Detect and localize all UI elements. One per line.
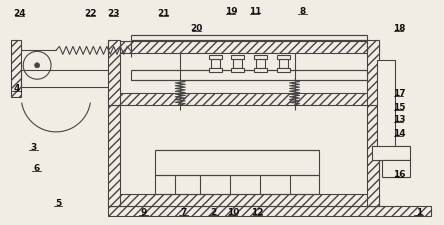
Bar: [108, 207, 431, 216]
Text: 1: 1: [416, 207, 422, 216]
Bar: [108, 94, 379, 106]
Text: 21: 21: [157, 9, 170, 18]
Text: 18: 18: [392, 24, 405, 33]
Bar: [254, 56, 267, 60]
Bar: [131, 71, 367, 81]
Bar: [11, 41, 21, 98]
Text: 13: 13: [392, 115, 405, 124]
Text: 10: 10: [227, 207, 239, 216]
Text: 6: 6: [33, 163, 39, 172]
Bar: [108, 195, 379, 207]
Text: 20: 20: [190, 24, 202, 33]
Text: 8: 8: [299, 7, 305, 16]
Bar: [277, 69, 289, 73]
Text: 22: 22: [84, 9, 97, 18]
Text: 16: 16: [392, 169, 405, 178]
Text: 7: 7: [180, 207, 186, 216]
Text: 9: 9: [140, 207, 147, 216]
Bar: [279, 60, 288, 69]
Bar: [254, 69, 267, 73]
Text: 23: 23: [107, 9, 120, 18]
Text: 3: 3: [30, 143, 36, 152]
Bar: [367, 41, 379, 106]
Bar: [108, 41, 119, 106]
Circle shape: [35, 63, 40, 68]
Text: 14: 14: [392, 129, 405, 138]
Bar: [231, 69, 244, 73]
Bar: [231, 56, 244, 60]
Bar: [233, 60, 242, 69]
Bar: [108, 42, 379, 54]
Text: 5: 5: [55, 198, 61, 207]
Text: 4: 4: [13, 83, 20, 92]
Bar: [382, 160, 410, 177]
Bar: [256, 60, 265, 69]
Bar: [209, 69, 222, 73]
Text: 19: 19: [225, 7, 237, 16]
Text: 17: 17: [392, 88, 405, 97]
Bar: [211, 60, 220, 69]
Text: 24: 24: [13, 9, 26, 18]
Text: 15: 15: [392, 102, 405, 111]
Bar: [377, 61, 395, 160]
Bar: [277, 56, 289, 60]
Bar: [209, 56, 222, 60]
Bar: [372, 146, 410, 160]
Bar: [108, 106, 119, 207]
Text: 12: 12: [252, 207, 264, 216]
Bar: [155, 150, 319, 175]
Bar: [367, 106, 379, 207]
Text: 11: 11: [249, 7, 261, 16]
Text: 2: 2: [210, 207, 216, 216]
